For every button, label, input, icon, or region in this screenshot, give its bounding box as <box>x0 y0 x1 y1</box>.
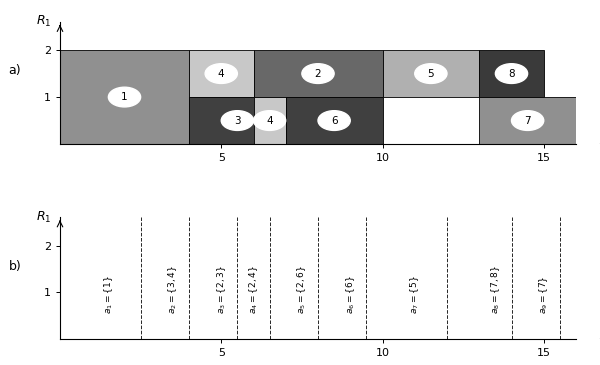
Ellipse shape <box>221 111 254 130</box>
Text: 6: 6 <box>331 116 337 126</box>
Ellipse shape <box>496 64 527 84</box>
Ellipse shape <box>415 64 447 84</box>
Text: $a_5 = \{2,6\}$: $a_5 = \{2,6\}$ <box>296 264 308 314</box>
Text: a): a) <box>8 64 22 77</box>
Text: $R_1$: $R_1$ <box>36 210 52 225</box>
Bar <box>479 97 576 144</box>
Text: $a_7 = \{5\}$: $a_7 = \{5\}$ <box>409 275 421 314</box>
Ellipse shape <box>109 87 140 107</box>
Text: Total Time: Total Time <box>599 143 600 153</box>
Ellipse shape <box>318 111 350 130</box>
Ellipse shape <box>302 64 334 84</box>
Ellipse shape <box>511 111 544 130</box>
Text: 2: 2 <box>314 69 322 78</box>
Bar <box>479 50 544 97</box>
Ellipse shape <box>205 64 238 84</box>
Text: $a_3 = \{2,3\}$: $a_3 = \{2,3\}$ <box>215 264 227 314</box>
Text: $a_9 = \{7\}$: $a_9 = \{7\}$ <box>538 275 550 314</box>
Text: b): b) <box>8 260 22 273</box>
Text: $a_1 = \{1\}$: $a_1 = \{1\}$ <box>102 275 115 314</box>
Text: $R_1$: $R_1$ <box>36 14 52 30</box>
Text: 8: 8 <box>508 69 515 78</box>
Text: $a_8 = \{7,8\}$: $a_8 = \{7,8\}$ <box>489 264 502 314</box>
Text: Total Time: Total Time <box>599 338 600 348</box>
Bar <box>189 97 286 144</box>
Ellipse shape <box>254 111 286 130</box>
Text: 1: 1 <box>121 92 128 102</box>
Bar <box>60 50 189 144</box>
Bar <box>189 50 254 97</box>
Bar <box>254 50 383 97</box>
Text: $a_4 = \{2,4\}$: $a_4 = \{2,4\}$ <box>247 264 260 314</box>
Text: $a_6 = \{6\}$: $a_6 = \{6\}$ <box>344 275 356 314</box>
Text: 7: 7 <box>524 116 531 126</box>
Text: 3: 3 <box>234 116 241 126</box>
Bar <box>254 97 286 144</box>
Text: 4: 4 <box>218 69 224 78</box>
Text: 4: 4 <box>266 116 273 126</box>
Bar <box>286 97 383 144</box>
Text: $a_2 = \{3,4\}$: $a_2 = \{3,4\}$ <box>167 264 179 314</box>
Text: 5: 5 <box>428 69 434 78</box>
Bar <box>383 50 479 97</box>
